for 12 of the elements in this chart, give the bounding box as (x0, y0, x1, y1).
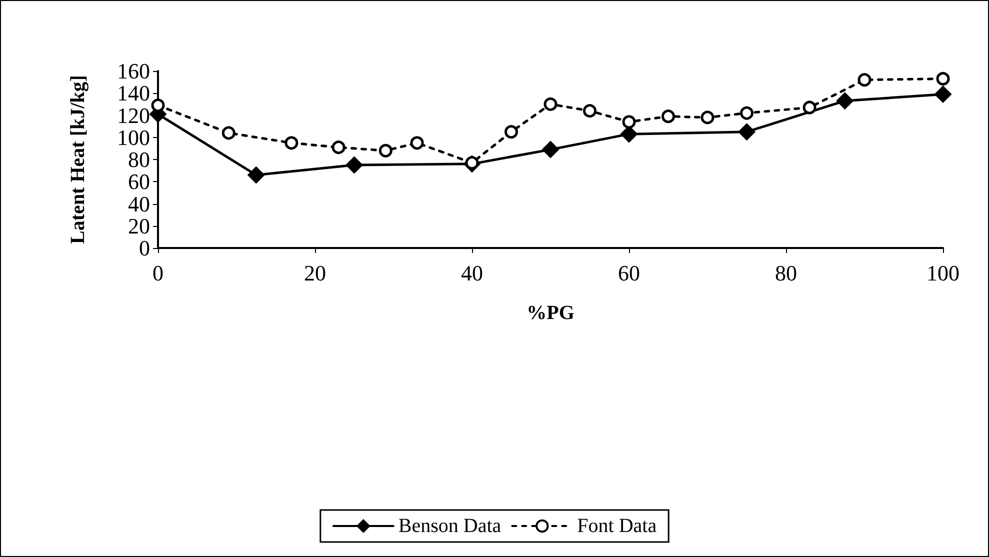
y-tick-label: 80 (128, 147, 150, 172)
x-axis-title: %PG (526, 302, 575, 324)
y-tick-label: 160 (117, 58, 150, 84)
x-tick-label: 60 (618, 260, 640, 286)
x-tick-label: 40 (461, 260, 483, 286)
legend-label: Benson Data (398, 515, 502, 537)
x-tick-label: 80 (775, 260, 797, 286)
y-axis-title: Latent Heat [kJ/kg] (67, 75, 89, 244)
legend-label: Font Data (577, 515, 657, 537)
y-tick-label: 0 (139, 236, 150, 260)
x-tick-label: 100 (926, 260, 960, 286)
x-tick-label: 20 (304, 260, 326, 286)
